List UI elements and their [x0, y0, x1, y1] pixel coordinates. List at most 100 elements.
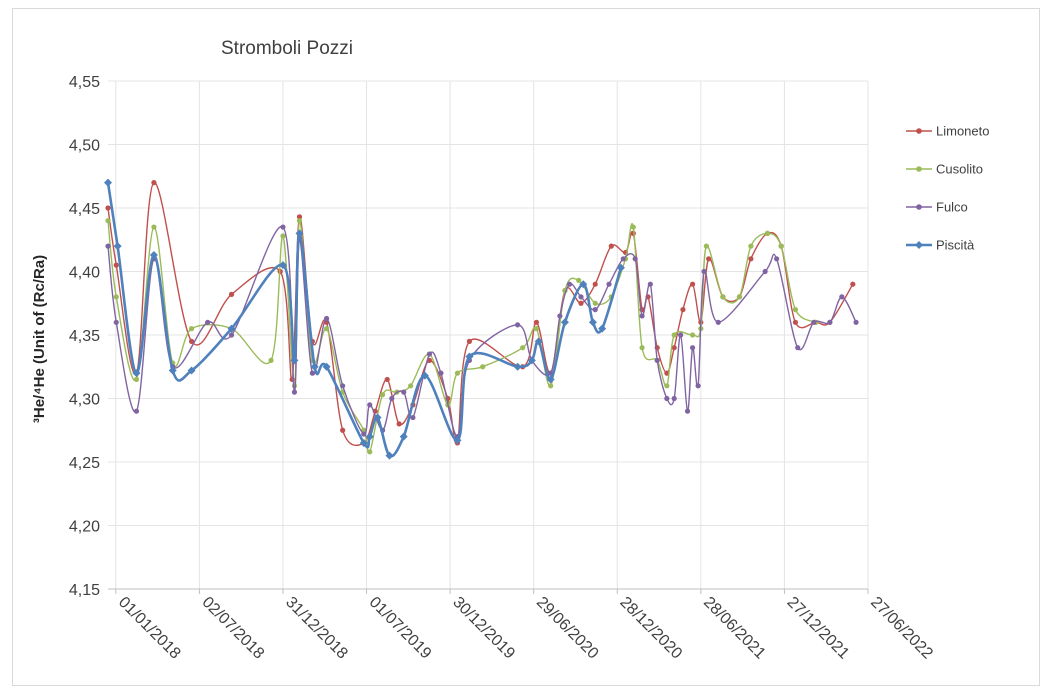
series-layer — [104, 178, 859, 460]
data-point-fulco — [827, 319, 833, 325]
data-point-fulco — [291, 389, 298, 395]
data-point-fulco — [654, 357, 660, 363]
data-point-fulco — [309, 370, 315, 376]
data-point-limoneto — [850, 281, 856, 287]
data-point-fulco — [105, 243, 111, 249]
series-line-fulco — [107, 226, 857, 438]
legend: Limoneto Cusolito Fulco Piscità — [906, 124, 989, 253]
data-point-fulco — [647, 281, 653, 287]
legend-marker — [916, 204, 922, 210]
legend-item-limoneto: Limoneto — [906, 124, 989, 139]
data-point-cusolito — [361, 427, 367, 433]
y-tick-label: 4,15 — [69, 582, 100, 599]
data-point-fulco — [438, 370, 444, 376]
data-point-cusolito — [576, 277, 582, 283]
legend-item-piscit: Piscità — [906, 238, 975, 253]
data-point-piscit — [399, 432, 408, 441]
data-point-cusolito — [454, 370, 461, 376]
data-point-fulco — [762, 268, 768, 275]
x-tick-label: 28/06/2021 — [700, 594, 769, 663]
data-point-piscit — [513, 362, 522, 371]
legend-marker — [915, 241, 923, 249]
data-point-limoneto — [296, 214, 303, 220]
data-point-piscit — [588, 318, 597, 327]
data-point-fulco — [228, 332, 235, 338]
data-point-cusolito — [380, 392, 386, 398]
y-tick-label: 4,40 — [69, 265, 100, 282]
data-point-cusolito — [291, 383, 298, 389]
data-point-fulco — [515, 322, 521, 328]
data-point-fulco — [566, 281, 573, 287]
y-tick-label: 4,35 — [69, 328, 100, 345]
x-tick-label: 31/12/2018 — [282, 594, 351, 663]
data-point-fulco — [367, 402, 373, 408]
data-point-piscit — [322, 362, 331, 371]
y-tick-label: 4,55 — [69, 74, 100, 91]
data-point-fulco — [389, 395, 395, 402]
legend-label: Cusolito — [936, 162, 983, 177]
data-point-piscit — [453, 436, 462, 445]
data-point-limoneto — [533, 319, 540, 325]
x-tick-label: 27/12/2021 — [784, 594, 853, 663]
legend-marker — [916, 128, 922, 134]
data-point-fulco — [426, 351, 433, 357]
series-line-limoneto — [107, 181, 854, 447]
data-point-cusolito — [736, 294, 743, 300]
data-point-fulco — [340, 383, 346, 389]
data-point-cusolito — [671, 332, 677, 338]
data-point-cusolito — [105, 218, 111, 224]
data-point-fulco — [701, 268, 707, 275]
data-point-piscit — [278, 261, 287, 270]
data-point-cusolito — [639, 345, 645, 351]
data-point-cusolito — [792, 307, 799, 313]
y-tick-label: 4,50 — [69, 138, 100, 155]
chart-title: Stromboli Pozzi — [221, 38, 353, 59]
data-point-fulco — [671, 395, 677, 402]
x-tick-label: 01/01/2018 — [115, 594, 184, 663]
legend-item-fulco: Fulco — [906, 200, 968, 215]
data-point-cusolito — [367, 449, 373, 455]
data-point-piscit — [465, 352, 474, 361]
data-point-fulco — [205, 319, 211, 325]
data-point-limoneto — [384, 376, 390, 383]
data-point-cusolito — [133, 376, 140, 383]
data-point-cusolito — [778, 243, 784, 249]
data-point-fulco — [323, 315, 330, 322]
legend-marker — [916, 166, 922, 172]
x-tick-label: 02/07/2018 — [199, 594, 268, 663]
data-point-cusolito — [188, 326, 195, 332]
data-point-piscit — [359, 438, 368, 447]
data-point-piscit — [420, 371, 429, 380]
series-piscit — [104, 178, 625, 460]
data-point-fulco — [557, 313, 563, 319]
data-point-piscit — [104, 178, 112, 187]
legend-label: Piscità — [936, 238, 975, 253]
data-point-limoneto — [680, 307, 686, 313]
data-point-cusolito — [280, 233, 286, 239]
data-point-fulco — [795, 345, 801, 351]
data-point-limoneto — [689, 281, 696, 287]
data-point-piscit — [385, 451, 394, 460]
data-point-cusolito — [664, 383, 670, 389]
data-point-piscit — [113, 242, 122, 251]
data-point-piscit — [527, 356, 536, 365]
data-point-cusolito — [703, 243, 709, 249]
data-point-fulco — [410, 414, 416, 421]
data-point-cusolito — [520, 345, 526, 351]
data-point-limoneto — [105, 205, 111, 211]
chart-canvas: Stromboli Pozzi ³He/⁴He (Unit of (Rc/Ra)… — [31, 38, 989, 663]
data-point-fulco — [401, 389, 407, 395]
data-point-piscit — [546, 375, 555, 384]
chart-frame: Stromboli Pozzi ³He/⁴He (Unit of (Rc/Ra)… — [12, 8, 1040, 686]
data-point-limoneto — [748, 256, 754, 262]
data-point-fulco — [639, 313, 645, 319]
data-point-piscit — [373, 413, 382, 422]
data-point-limoneto — [578, 300, 584, 306]
data-point-fulco — [280, 224, 286, 230]
data-point-cusolito — [548, 383, 554, 389]
data-point-fulco — [839, 294, 845, 300]
data-point-fulco — [689, 345, 696, 351]
data-point-cusolito — [592, 300, 598, 306]
data-point-fulco — [695, 383, 701, 389]
data-point-cusolito — [630, 224, 636, 230]
